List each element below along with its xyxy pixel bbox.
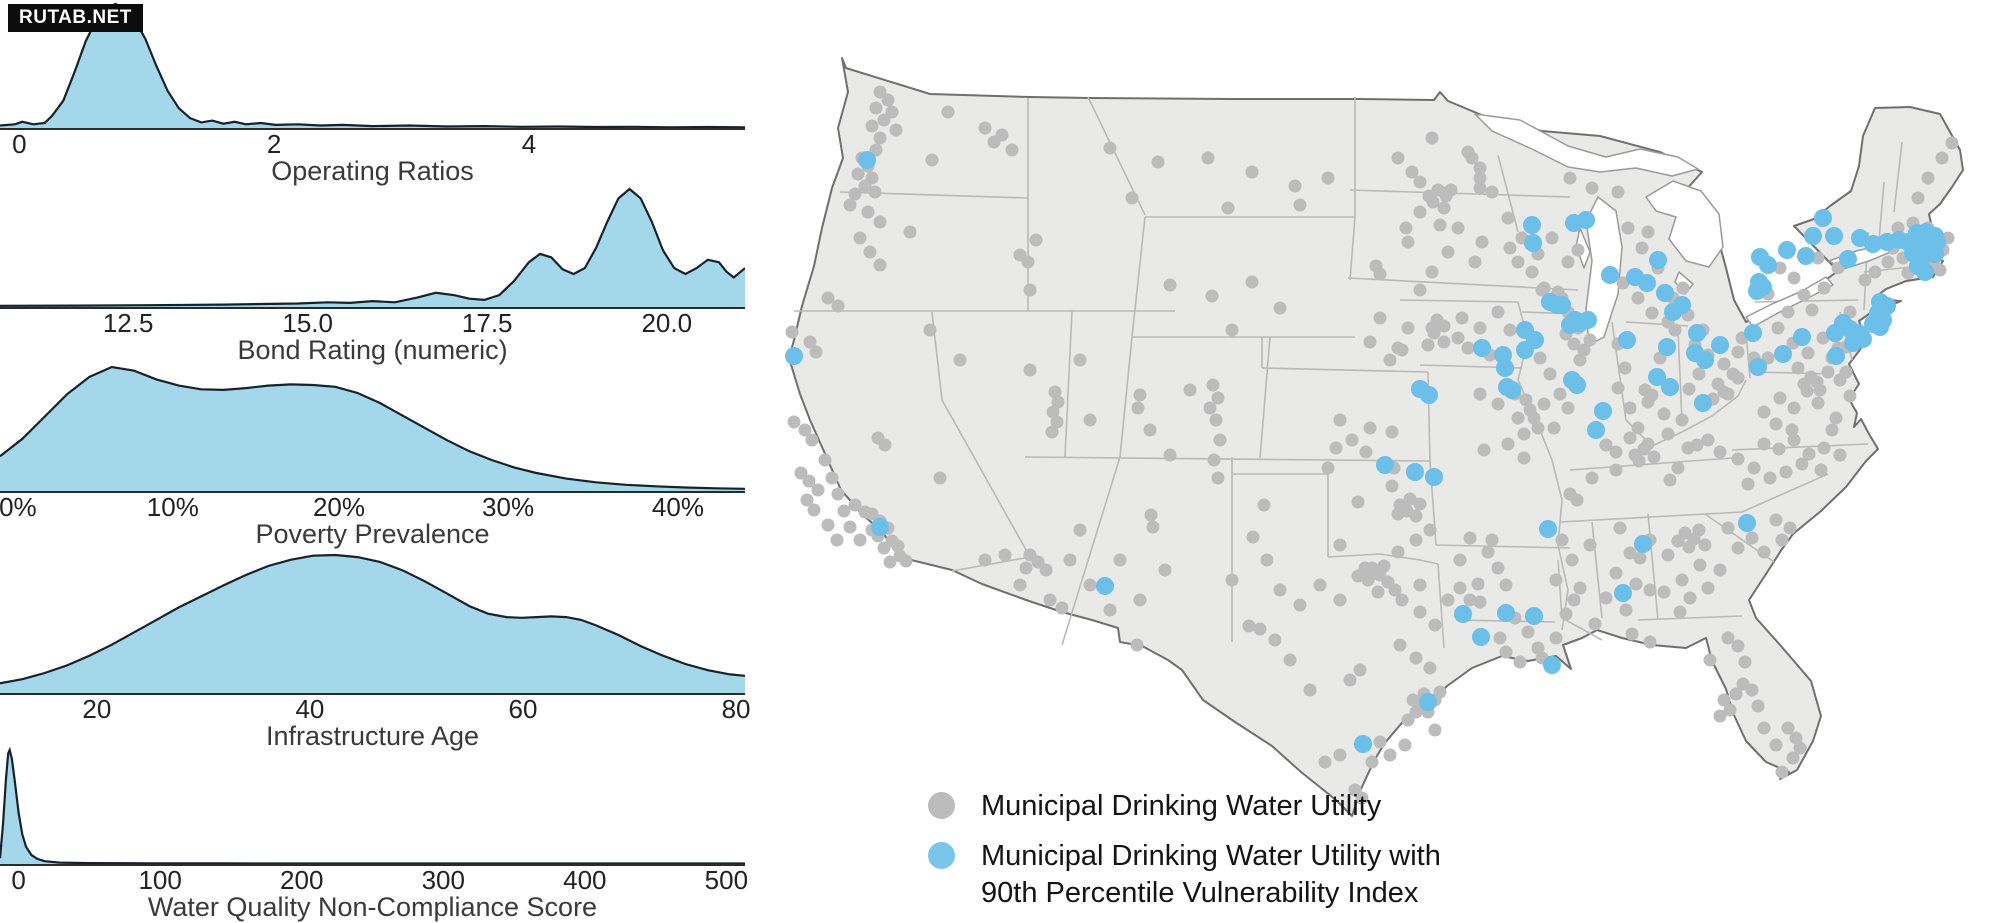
density-chart-4: 0 100 200 300 400 500 Water Quality Non-Compli…	[0, 746, 748, 923]
density-curve-0	[0, 2, 745, 130]
tick-label: 500	[704, 865, 749, 895]
density-curve-3	[0, 553, 745, 695]
tick-label: 400	[563, 865, 607, 895]
us-outline	[788, 57, 1964, 817]
x-axis-ticks-0: 0 2 4	[0, 129, 745, 159]
tick-label: 40	[295, 694, 325, 724]
tick-label: 15.0	[282, 308, 333, 338]
map-panel: Municipal Drinking Water Utility Municip…	[780, 0, 2000, 923]
us-map	[785, 57, 1964, 817]
legend-item-utility: Municipal Drinking Water Utility	[928, 788, 1441, 824]
density-chart-2: 0% 10% 20% 30% 40% Poverty Prevalence	[0, 363, 748, 551]
utility-dots-blue	[785, 151, 1946, 753]
density-chart-1: 12.5 15.0 17.5 20.0 Bond Rating (numeric)	[0, 185, 748, 365]
tick-label: 80	[721, 694, 751, 724]
tick-label: 30%	[482, 492, 535, 522]
axis-title-3: Infrastructure Age	[265, 721, 480, 751]
tick-label: 20.0	[641, 308, 693, 338]
tick-label: 10%	[146, 492, 199, 522]
tick-label: 60	[508, 694, 538, 724]
tick-label: 200	[280, 865, 324, 895]
axis-title-1: Bond Rating (numeric)	[237, 335, 508, 365]
x-axis-ticks-2: 0% 10% 20% 30% 40%	[0, 492, 745, 522]
tick-label: 0	[11, 865, 26, 895]
density-chart-3: 20 40 60 80 Infrastructure Age	[0, 551, 751, 750]
blue-dot-icon	[928, 842, 955, 870]
density-curve-2	[0, 365, 745, 493]
density-curve-4	[0, 746, 745, 866]
gray-dot-icon	[928, 792, 955, 819]
legend-label: Municipal Drinking Water Utility	[981, 790, 1382, 822]
tick-label: 100	[138, 865, 182, 895]
tick-label: 4	[521, 129, 537, 159]
x-axis-ticks-3: 20 40 60 80	[0, 694, 750, 724]
density-curve-1	[0, 187, 745, 309]
tick-label: 12.5	[102, 308, 154, 338]
density-charts: 0 2 4 Operating Ratios 12.5 15.0 17.5 20.0 Bond …	[0, 0, 751, 923]
watermark-badge: RUTAB.NET	[8, 4, 143, 32]
tick-label: 40%	[651, 492, 704, 522]
tick-label: 20%	[312, 492, 365, 522]
density-chart-0: 0 2 4 Operating Ratios	[0, 0, 748, 185]
legend-label: Municipal Drinking Water Utility with 90…	[981, 840, 1441, 909]
tick-label: 2	[266, 129, 282, 159]
tick-label: 20	[82, 694, 112, 724]
state-borders	[794, 96, 1921, 649]
tick-label: 300	[421, 865, 465, 895]
axis-title-4: Water Quality Non-Compliance Score	[147, 892, 598, 922]
axis-title-0: Operating Ratios	[271, 156, 474, 186]
x-axis-ticks-1: 12.5 15.0 17.5 20.0	[0, 308, 745, 338]
x-axis-ticks-4: 0 100 200 300 400 500	[0, 865, 749, 895]
tick-label: 0	[12, 129, 27, 159]
map-legend: Municipal Drinking Water Utility Municip…	[928, 788, 1441, 911]
tick-label: 0%	[0, 492, 37, 522]
tick-label: 17.5	[461, 308, 513, 338]
legend-item-vulnerable-utility: Municipal Drinking Water Utility with 90…	[928, 838, 1441, 911]
axis-title-2: Poverty Prevalence	[255, 519, 490, 549]
